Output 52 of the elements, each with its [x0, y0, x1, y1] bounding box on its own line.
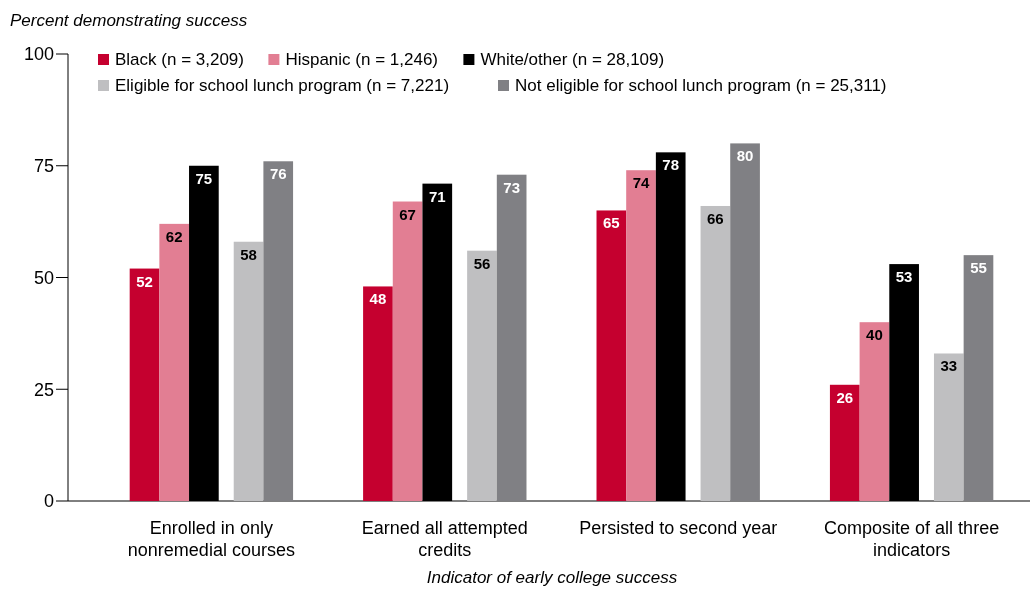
legend-label: Eligible for school lunch program (n = 7,221) [115, 76, 450, 95]
legend-label: Hispanic (n = 1,246) [285, 50, 439, 69]
data-label: 52 [136, 272, 153, 290]
bar [700, 205, 731, 501]
bar [467, 250, 497, 501]
bar [233, 241, 264, 501]
data-label: 33 [940, 357, 958, 375]
y-tick-label: 50 [33, 267, 54, 288]
data-label: 53 [895, 268, 913, 286]
bar [933, 353, 964, 501]
y-tick-label: 75 [33, 156, 54, 177]
x-tick-label: Earned all attempted credits [361, 518, 528, 560]
bar [963, 255, 994, 501]
data-label: 62 [165, 227, 183, 245]
data-label: 73 [503, 178, 520, 196]
bar [363, 286, 393, 501]
data-label: 48 [369, 290, 387, 308]
bar [159, 223, 190, 501]
x-tick-label: Composite of all three indicators [824, 518, 1000, 560]
x-axis-title: Indicator of early college success [426, 568, 678, 587]
bar [496, 174, 527, 501]
y-tick-label: 100 [23, 44, 54, 65]
legend-label: White/other (n = 28,109) [480, 50, 665, 69]
bar [829, 384, 860, 501]
bar [263, 161, 294, 501]
bar [596, 210, 627, 501]
bar [730, 143, 760, 501]
data-label: 26 [836, 388, 854, 406]
data-label: 66 [707, 209, 724, 227]
data-label: 40 [866, 326, 883, 344]
data-label: 78 [662, 156, 680, 174]
y-tick-label: 0 [43, 491, 54, 512]
data-label: 56 [473, 254, 491, 272]
legend-label: Not eligible for school lunch program (n = 25,311) [515, 76, 887, 95]
bar [626, 170, 656, 501]
data-label: 55 [970, 259, 987, 277]
y-tick-label: 25 [33, 379, 54, 400]
data-label: 67 [399, 205, 416, 223]
bar [392, 201, 423, 501]
bar [129, 268, 160, 501]
data-label: 65 [603, 214, 620, 232]
data-label: 80 [736, 147, 754, 165]
data-label: 58 [240, 245, 257, 263]
y-axis-title: Percent demonstrating success [10, 11, 248, 30]
x-tick-label: Persisted to second year [579, 518, 778, 538]
x-tick-label: Enrolled in only nonremedial courses [127, 518, 295, 560]
bar [859, 322, 890, 501]
legend-label: Black (n = 3,209) [115, 50, 244, 69]
data-label: 71 [428, 187, 446, 205]
data-label: 74 [632, 174, 651, 192]
data-label: 76 [269, 165, 287, 183]
data-label: 75 [195, 169, 213, 187]
